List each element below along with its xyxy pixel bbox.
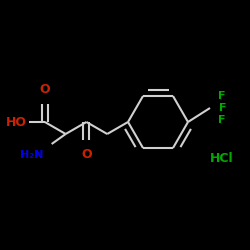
Text: H₂N: H₂N bbox=[20, 150, 44, 160]
Text: F: F bbox=[218, 91, 226, 101]
Text: F: F bbox=[219, 103, 226, 113]
Text: F: F bbox=[218, 115, 226, 125]
Text: O: O bbox=[40, 83, 50, 96]
Text: HCl: HCl bbox=[210, 152, 234, 164]
Text: HO: HO bbox=[6, 116, 27, 128]
Text: O: O bbox=[81, 148, 92, 161]
